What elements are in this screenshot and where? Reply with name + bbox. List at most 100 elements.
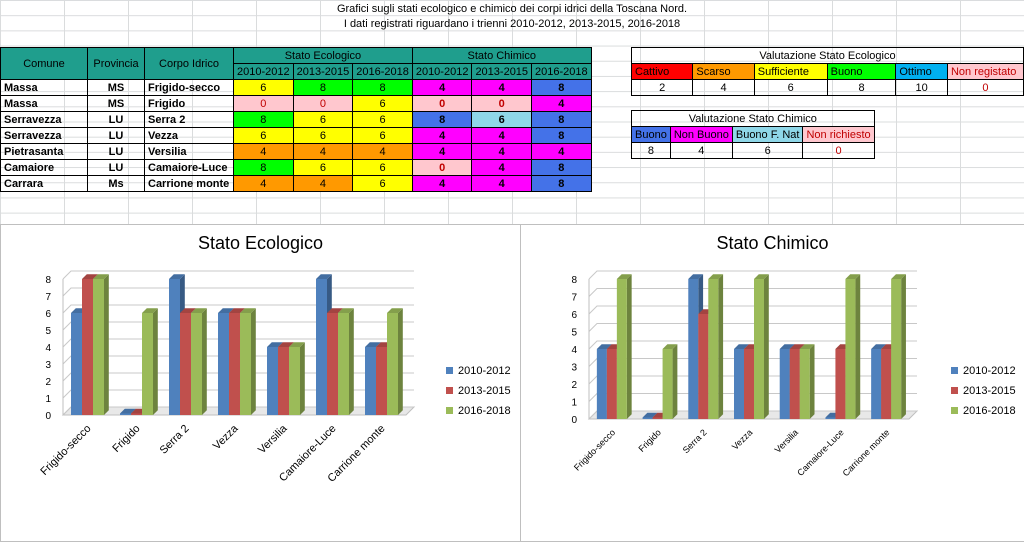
col-provincia-header[interactable]: Provincia [87, 47, 145, 80]
cell-comune[interactable]: Serravezza [0, 111, 88, 128]
bar-side [398, 308, 403, 415]
cell-corpo[interactable]: Vezza [144, 127, 234, 144]
cell-comune[interactable]: Massa [0, 95, 88, 112]
cell-corpo[interactable]: Carrione monte [144, 175, 234, 192]
cell-comune[interactable]: Serravezza [0, 127, 88, 144]
legend-ecologico-label[interactable]: Scarso [692, 63, 755, 80]
cell-chimico[interactable]: 4 [411, 79, 473, 96]
cell-chimico[interactable]: 4 [471, 127, 533, 144]
cell-corpo[interactable]: Versilia [144, 143, 234, 160]
cell-chimico[interactable]: 8 [531, 159, 592, 176]
cell-corpo[interactable]: Frigido-secco [144, 79, 234, 96]
cell-ecologico[interactable]: 6 [352, 159, 413, 176]
cell-comune[interactable]: Carrara [0, 175, 88, 192]
cell-chimico[interactable]: 0 [411, 95, 473, 112]
chart-chimico[interactable]: Stato Chimico 0 1 2 3 4 5 6 7 8 Frigido-secco Frig… [520, 224, 1024, 542]
cell-chimico[interactable]: 4 [471, 175, 533, 192]
legend-ecologico-value[interactable]: 10 [895, 79, 948, 96]
legend-chimico-title[interactable]: Valutazione Stato Chimico [631, 110, 875, 127]
cell-chimico[interactable]: 0 [471, 95, 533, 112]
cell-ecologico[interactable]: 6 [352, 111, 413, 128]
cell-provincia[interactable]: MS [87, 95, 145, 112]
cell-ecologico[interactable]: 6 [352, 127, 413, 144]
cell-provincia[interactable]: LU [87, 159, 145, 176]
period-header[interactable]: 2016-2018 [531, 63, 592, 80]
cell-ecologico[interactable]: 4 [292, 143, 354, 160]
legend-ecologico-value[interactable]: 4 [692, 79, 755, 96]
col-comune-header[interactable]: Comune [0, 47, 88, 80]
cell-ecologico[interactable]: 8 [233, 159, 294, 176]
cell-ecologico[interactable]: 0 [292, 95, 354, 112]
legend-chimico-value[interactable]: 6 [731, 142, 804, 159]
cell-ecologico[interactable]: 8 [352, 79, 413, 96]
cell-ecologico[interactable]: 0 [233, 95, 294, 112]
legend-chimico-label[interactable]: Non richiesto [802, 126, 875, 143]
cell-chimico[interactable]: 4 [411, 175, 473, 192]
cell-ecologico[interactable]: 4 [352, 143, 413, 160]
bar [191, 313, 202, 415]
cell-ecologico[interactable]: 4 [233, 143, 294, 160]
legend-ecologico-value[interactable]: 0 [946, 79, 1024, 96]
cell-ecologico[interactable]: 6 [233, 127, 294, 144]
legend-ecologico-label[interactable]: Sufficiente [753, 63, 828, 80]
cell-chimico[interactable]: 4 [471, 79, 533, 96]
cell-chimico[interactable]: 4 [531, 143, 592, 160]
cell-chimico[interactable]: 8 [531, 79, 592, 96]
period-header[interactable]: 2013-2015 [471, 63, 533, 80]
cell-comune[interactable]: Camaiore [0, 159, 88, 176]
cell-chimico[interactable]: 8 [411, 111, 473, 128]
legend-ecologico-title[interactable]: Valutazione Stato Ecologico [631, 47, 1024, 64]
cell-comune[interactable]: Pietrasanta [0, 143, 88, 160]
cell-ecologico[interactable]: 6 [292, 159, 354, 176]
cell-chimico[interactable]: 4 [471, 159, 533, 176]
period-header[interactable]: 2013-2015 [292, 63, 354, 80]
legend-chimico-label[interactable]: Buono F. Nat [731, 126, 804, 143]
cell-provincia[interactable]: Ms [87, 175, 145, 192]
cell-comune[interactable]: Massa [0, 79, 88, 96]
cell-chimico[interactable]: 0 [411, 159, 473, 176]
legend-ecologico-label[interactable]: Ottimo [895, 63, 948, 80]
legend-ecologico-value[interactable]: 8 [826, 79, 897, 96]
cell-ecologico[interactable]: 6 [352, 95, 413, 112]
cell-chimico[interactable]: 8 [531, 127, 592, 144]
legend-chimico-label[interactable]: Non Buono [669, 126, 733, 143]
cell-ecologico[interactable]: 4 [233, 175, 294, 192]
cell-ecologico[interactable]: 6 [292, 111, 354, 128]
legend-ecologico-value[interactable]: 2 [630, 79, 694, 96]
legend-chimico-label[interactable]: Buono [631, 126, 671, 143]
legend-chimico-value[interactable]: 8 [631, 142, 671, 159]
cell-chimico[interactable]: 8 [531, 175, 592, 192]
cell-ecologico[interactable]: 6 [233, 79, 294, 96]
cell-provincia[interactable]: MS [87, 79, 145, 96]
period-header[interactable]: 2016-2018 [352, 63, 413, 80]
legend-ecologico-label[interactable]: Non registato [946, 63, 1024, 80]
cell-chimico[interactable]: 8 [531, 111, 592, 128]
cell-ecologico[interactable]: 6 [352, 175, 413, 192]
cell-chimico[interactable]: 4 [471, 143, 533, 160]
cell-ecologico[interactable]: 8 [292, 79, 354, 96]
legend-chimico-value[interactable]: 0 [802, 142, 875, 159]
cell-ecologico[interactable]: 6 [292, 127, 354, 144]
cell-chimico[interactable]: 4 [531, 95, 592, 112]
cell-corpo[interactable]: Frigido [144, 95, 234, 112]
group-ecologico-header[interactable]: Stato Ecologico [233, 47, 413, 64]
cell-corpo[interactable]: Camaiore-Luce [144, 159, 234, 176]
cell-chimico[interactable]: 4 [411, 127, 473, 144]
cell-ecologico[interactable]: 4 [292, 175, 354, 192]
group-chimico-header[interactable]: Stato Chimico [411, 47, 592, 64]
legend-ecologico-value[interactable]: 6 [753, 79, 828, 96]
cell-provincia[interactable]: LU [87, 143, 145, 160]
chart-ecologico[interactable]: Stato Ecologico 0 1 2 3 4 5 6 7 8 Frigido-secco Fr… [0, 224, 521, 542]
col-corpo-header[interactable]: Corpo Idrico [144, 47, 234, 80]
period-header[interactable]: 2010-2012 [411, 63, 473, 80]
cell-chimico[interactable]: 4 [411, 143, 473, 160]
cell-corpo[interactable]: Serra 2 [144, 111, 234, 128]
legend-ecologico-label[interactable]: Buono [826, 63, 897, 80]
cell-provincia[interactable]: LU [87, 111, 145, 128]
cell-chimico[interactable]: 6 [471, 111, 533, 128]
cell-ecologico[interactable]: 8 [233, 111, 294, 128]
legend-ecologico-label[interactable]: Cattivo [630, 63, 694, 80]
legend-chimico-value[interactable]: 4 [669, 142, 733, 159]
period-header[interactable]: 2010-2012 [233, 63, 294, 80]
cell-provincia[interactable]: LU [87, 127, 145, 144]
